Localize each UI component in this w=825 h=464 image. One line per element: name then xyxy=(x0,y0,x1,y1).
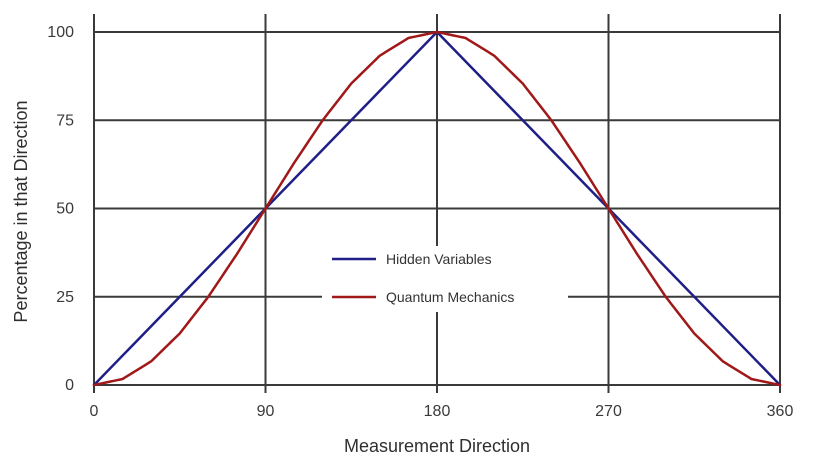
legend-label-1: Hidden Variables xyxy=(386,251,492,267)
series-line-2 xyxy=(92,30,782,387)
x-tick-label-270: 270 xyxy=(595,403,622,420)
x-tick-label-360: 360 xyxy=(767,403,794,420)
axes xyxy=(93,14,781,393)
grid xyxy=(94,14,781,385)
x-axis-title: Measurement Direction xyxy=(344,436,530,456)
y-tick-label-75: 75 xyxy=(56,112,74,129)
x-tick-label-0: 0 xyxy=(90,403,99,420)
legend-label-2: Quantum Mechanics xyxy=(386,289,514,305)
x-tick-label-180: 180 xyxy=(424,403,451,420)
y-tick-label-0: 0 xyxy=(65,377,74,394)
tick-labels: 0 25 50 75 100 0 90 180 270 360 xyxy=(47,24,793,420)
y-tick-label-100: 100 xyxy=(47,24,74,41)
legend: Hidden Variables Quantum Mechanics xyxy=(322,246,568,312)
y-axis-title: Percentage in that Direction xyxy=(11,100,31,322)
y-tick-label-50: 50 xyxy=(56,201,74,218)
y-tick-label-25: 25 xyxy=(56,289,74,306)
x-tick-label-90: 90 xyxy=(257,403,275,420)
legend-background xyxy=(322,246,568,312)
series-lines xyxy=(92,30,782,387)
